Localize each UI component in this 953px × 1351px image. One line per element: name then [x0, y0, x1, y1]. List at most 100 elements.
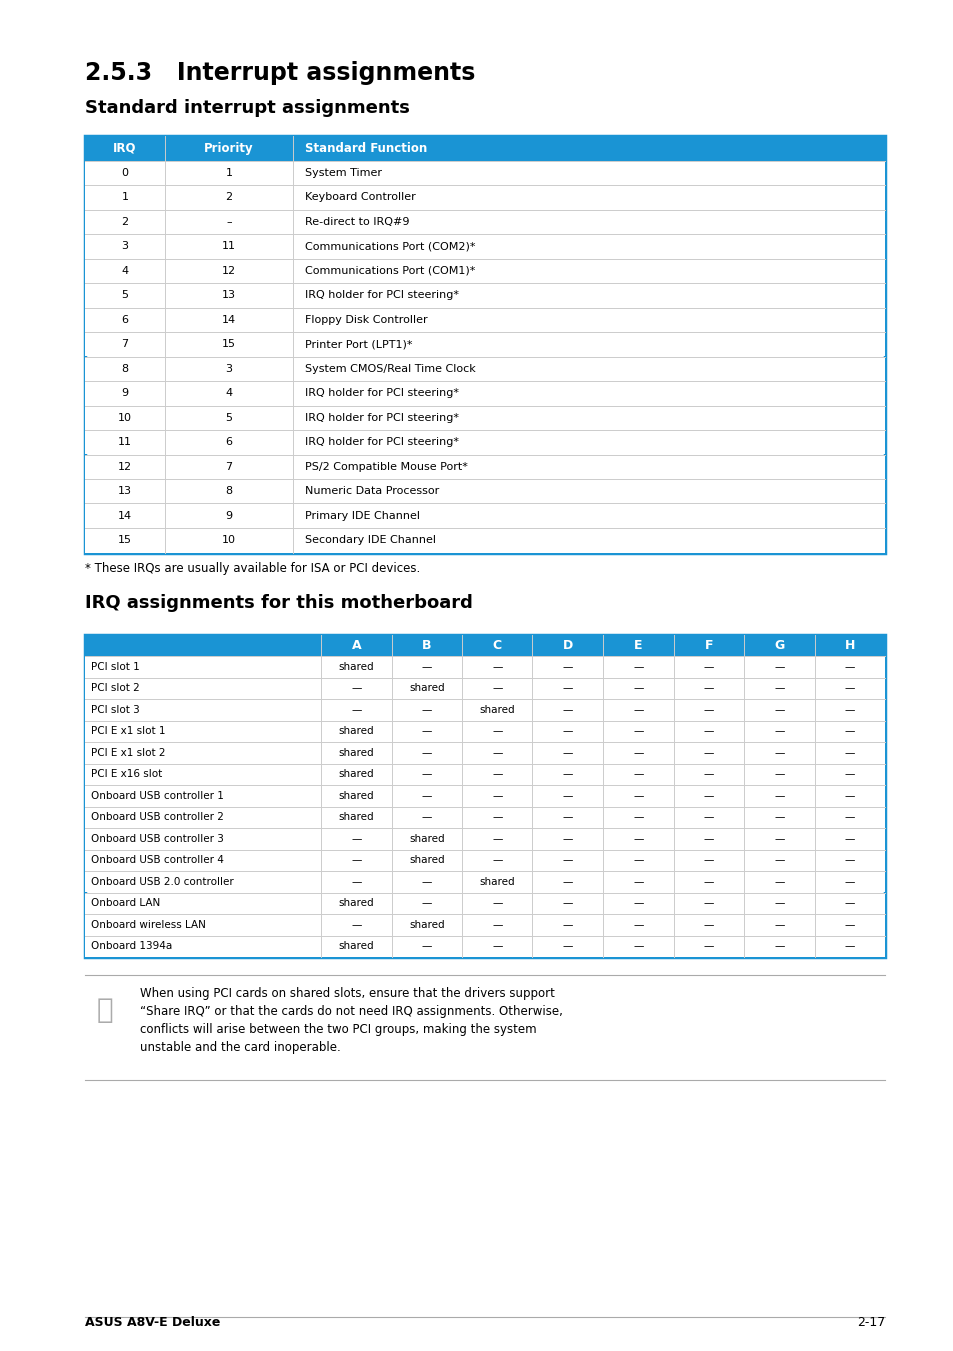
- Text: Re-direct to IRQ#9: Re-direct to IRQ#9: [305, 216, 409, 227]
- Text: 1: 1: [121, 192, 129, 203]
- Text: —: —: [702, 747, 713, 758]
- Text: Primary IDE Channel: Primary IDE Channel: [305, 511, 419, 520]
- FancyBboxPatch shape: [85, 785, 884, 807]
- Text: —: —: [702, 769, 713, 780]
- Text: 14: 14: [222, 315, 235, 324]
- Text: —: —: [773, 684, 783, 693]
- Text: —: —: [773, 877, 783, 886]
- FancyBboxPatch shape: [85, 480, 884, 504]
- Text: —: —: [702, 727, 713, 736]
- Text: —: —: [843, 790, 854, 801]
- Text: 11: 11: [118, 438, 132, 447]
- FancyBboxPatch shape: [85, 871, 884, 893]
- Text: shared: shared: [338, 942, 374, 951]
- Text: 6: 6: [225, 438, 233, 447]
- Text: 5: 5: [225, 413, 233, 423]
- Text: —: —: [562, 727, 573, 736]
- Text: IRQ holder for PCI steering*: IRQ holder for PCI steering*: [305, 388, 458, 399]
- Text: —: —: [773, 747, 783, 758]
- Text: —: —: [843, 812, 854, 823]
- Text: shared: shared: [338, 662, 374, 671]
- Text: —: —: [351, 920, 361, 929]
- Text: —: —: [421, 790, 432, 801]
- Text: —: —: [843, 727, 854, 736]
- Text: —: —: [702, 942, 713, 951]
- Text: —: —: [633, 684, 642, 693]
- FancyBboxPatch shape: [85, 698, 884, 720]
- Text: —: —: [843, 769, 854, 780]
- Text: 7: 7: [121, 339, 129, 350]
- FancyBboxPatch shape: [85, 258, 884, 282]
- Text: —: —: [562, 662, 573, 671]
- Text: Onboard USB controller 4: Onboard USB controller 4: [91, 855, 224, 865]
- Text: —: —: [421, 769, 432, 780]
- Text: —: —: [562, 705, 573, 715]
- Text: —: —: [492, 684, 502, 693]
- Text: 10: 10: [118, 413, 132, 423]
- Text: —: —: [492, 942, 502, 951]
- Text: PCI slot 2: PCI slot 2: [91, 684, 139, 693]
- Text: 2: 2: [121, 216, 129, 227]
- Text: —: —: [633, 855, 642, 865]
- FancyBboxPatch shape: [85, 850, 884, 871]
- Text: shared: shared: [409, 855, 444, 865]
- Text: —: —: [351, 705, 361, 715]
- FancyBboxPatch shape: [85, 893, 884, 915]
- Text: shared: shared: [409, 920, 444, 929]
- FancyBboxPatch shape: [85, 357, 884, 381]
- Text: F: F: [703, 639, 712, 651]
- Text: —: —: [492, 855, 502, 865]
- Text: * These IRQs are usually available for ISA or PCI devices.: * These IRQs are usually available for I…: [85, 562, 420, 576]
- FancyBboxPatch shape: [85, 454, 884, 480]
- Text: —: —: [773, 855, 783, 865]
- Text: —: —: [773, 942, 783, 951]
- Text: —: —: [702, 855, 713, 865]
- Text: 5: 5: [121, 290, 129, 300]
- Text: PCI slot 3: PCI slot 3: [91, 705, 139, 715]
- Text: —: —: [492, 920, 502, 929]
- Text: Onboard wireless LAN: Onboard wireless LAN: [91, 920, 206, 929]
- Text: —: —: [492, 727, 502, 736]
- Text: 0: 0: [121, 168, 129, 178]
- Text: —: —: [492, 812, 502, 823]
- Text: 15: 15: [222, 339, 235, 350]
- Text: —: —: [421, 727, 432, 736]
- Text: Onboard USB controller 2: Onboard USB controller 2: [91, 812, 224, 823]
- Text: shared: shared: [409, 684, 444, 693]
- Text: shared: shared: [338, 747, 374, 758]
- Text: Onboard USB controller 1: Onboard USB controller 1: [91, 790, 224, 801]
- Text: 12: 12: [118, 462, 132, 471]
- Text: —: —: [773, 812, 783, 823]
- Text: Communications Port (COM1)*: Communications Port (COM1)*: [305, 266, 475, 276]
- Text: —: —: [351, 877, 361, 886]
- Text: —: —: [843, 920, 854, 929]
- Text: —: —: [843, 662, 854, 671]
- Text: —: —: [562, 920, 573, 929]
- Text: 14: 14: [118, 511, 132, 520]
- Text: —: —: [562, 834, 573, 844]
- Text: —: —: [843, 684, 854, 693]
- FancyBboxPatch shape: [85, 308, 884, 332]
- FancyBboxPatch shape: [85, 657, 884, 677]
- Text: —: —: [421, 812, 432, 823]
- Text: —: —: [633, 898, 642, 908]
- Text: 7: 7: [225, 462, 233, 471]
- FancyBboxPatch shape: [85, 915, 884, 935]
- Text: shared: shared: [479, 705, 515, 715]
- Text: —: —: [633, 812, 642, 823]
- Text: —: —: [562, 790, 573, 801]
- Text: —: —: [421, 898, 432, 908]
- FancyBboxPatch shape: [85, 635, 884, 657]
- Text: —: —: [773, 705, 783, 715]
- FancyBboxPatch shape: [85, 763, 884, 785]
- Text: —: —: [702, 898, 713, 908]
- FancyBboxPatch shape: [85, 430, 884, 454]
- Text: —: —: [773, 790, 783, 801]
- FancyBboxPatch shape: [85, 528, 884, 553]
- Text: IRQ holder for PCI steering*: IRQ holder for PCI steering*: [305, 438, 458, 447]
- Text: —: —: [633, 942, 642, 951]
- Text: E: E: [634, 639, 641, 651]
- Text: shared: shared: [479, 877, 515, 886]
- Text: —: —: [633, 662, 642, 671]
- Text: shared: shared: [338, 769, 374, 780]
